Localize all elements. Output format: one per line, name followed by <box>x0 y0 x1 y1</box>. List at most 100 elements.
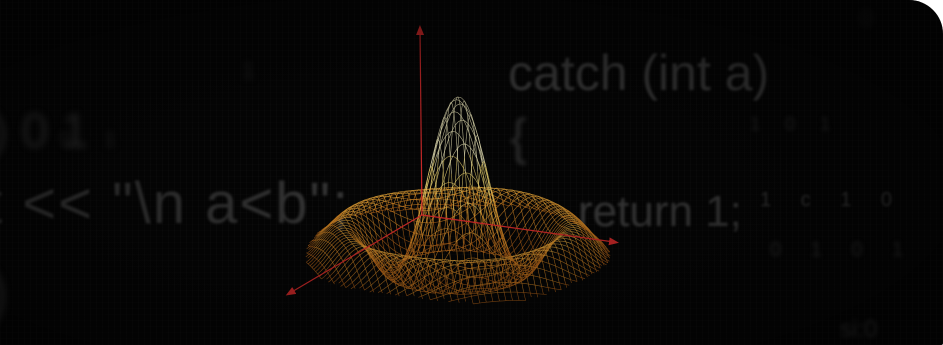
mesh-line <box>514 219 517 224</box>
mesh-line <box>443 271 446 279</box>
mesh-line <box>565 221 569 225</box>
mesh-line <box>449 195 451 201</box>
mesh-line <box>366 271 368 275</box>
mesh-line <box>454 116 456 126</box>
mesh-line <box>342 243 345 246</box>
mesh-line <box>488 249 490 252</box>
mesh-line <box>473 249 475 252</box>
mesh-line <box>534 285 537 290</box>
mesh-line <box>512 211 515 216</box>
mesh-line <box>455 176 460 182</box>
mesh-line <box>320 267 325 272</box>
mesh-line <box>456 188 459 191</box>
mesh-line <box>343 280 348 285</box>
mesh-line <box>464 100 466 104</box>
mesh-line <box>461 119 466 122</box>
mesh-line <box>438 208 442 210</box>
mesh-line <box>512 247 515 251</box>
mesh-line <box>462 209 467 212</box>
mesh-line <box>308 260 312 265</box>
mesh-line <box>306 259 310 263</box>
mesh-line <box>346 241 351 244</box>
mesh-line <box>434 177 436 185</box>
mesh-line <box>385 279 388 283</box>
mesh-line <box>335 224 339 227</box>
mesh-line <box>542 225 547 231</box>
mesh-line <box>527 269 529 272</box>
mesh-line <box>417 244 419 249</box>
mesh-line <box>352 257 357 262</box>
mesh-line <box>439 195 442 199</box>
mesh-line <box>537 239 542 246</box>
mesh-line <box>509 232 511 238</box>
mesh-line <box>413 282 418 286</box>
mesh-line <box>437 201 440 205</box>
mesh-line <box>488 271 491 277</box>
mesh-line <box>314 253 319 258</box>
mesh-line <box>354 265 357 269</box>
mesh-line <box>483 268 485 273</box>
mesh-line <box>395 284 397 288</box>
mesh-line <box>448 169 450 183</box>
mesh-line <box>484 232 487 238</box>
mesh-line <box>531 211 536 216</box>
mesh-line <box>532 241 537 248</box>
mesh-line <box>561 218 565 222</box>
mesh-line <box>454 245 457 249</box>
mesh-line <box>359 278 362 281</box>
mesh-line <box>308 264 311 266</box>
mesh-line <box>455 286 457 292</box>
mesh-line <box>326 250 331 255</box>
mesh-line <box>506 215 511 220</box>
mesh-line <box>529 202 534 206</box>
mesh-line <box>427 288 430 291</box>
mesh-line <box>458 247 463 249</box>
mesh-line <box>525 254 527 257</box>
mesh-line <box>441 266 444 271</box>
mesh-line <box>475 234 478 248</box>
mesh-line <box>310 266 313 268</box>
mesh-line <box>510 250 515 254</box>
mesh-line <box>408 195 411 200</box>
mesh-line <box>496 201 500 204</box>
mesh-line <box>402 227 404 234</box>
mesh-line <box>528 197 532 201</box>
mesh-line <box>479 277 481 284</box>
mesh-line <box>532 275 535 281</box>
mesh-line <box>345 253 350 258</box>
mesh-line <box>334 232 338 236</box>
mesh-line <box>503 254 505 256</box>
mesh-line <box>476 227 478 234</box>
mesh-line <box>357 273 360 276</box>
mesh-line <box>318 256 323 261</box>
mesh-line <box>443 243 448 245</box>
mesh-line <box>360 263 364 268</box>
mesh-line <box>506 189 511 192</box>
mesh-line <box>428 296 431 300</box>
mesh-line <box>463 143 467 145</box>
mesh-line <box>366 257 371 261</box>
mesh-line <box>517 241 521 247</box>
mesh-line <box>352 259 354 262</box>
mesh-line <box>397 201 400 206</box>
mesh-line <box>455 158 458 172</box>
mesh-line <box>448 288 451 294</box>
mesh-line <box>341 280 344 283</box>
mesh-line <box>444 285 447 289</box>
mesh-line <box>379 285 381 289</box>
mesh-line <box>331 249 336 254</box>
mesh-line <box>339 238 344 242</box>
mesh-line <box>500 195 503 199</box>
mesh-line <box>482 161 484 164</box>
mesh-line <box>545 278 548 284</box>
mesh-line <box>413 285 416 288</box>
mesh-line <box>464 291 466 294</box>
mesh-line <box>483 251 485 263</box>
mesh-line <box>356 270 359 274</box>
mesh-line <box>532 264 534 266</box>
mesh-line <box>513 250 516 254</box>
mesh-line <box>527 279 529 285</box>
mesh-line <box>504 210 506 215</box>
mesh-line <box>467 203 472 211</box>
